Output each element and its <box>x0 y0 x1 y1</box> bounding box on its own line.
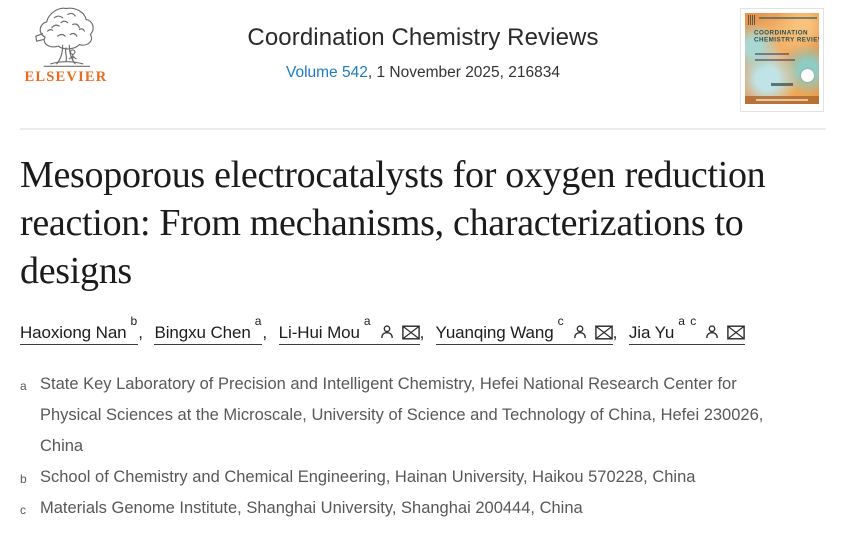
author-separator: , <box>419 322 425 342</box>
volume-line: Volume 542, 1 November 2025, 216834 <box>143 64 703 82</box>
cover-editor-line <box>755 53 789 55</box>
author-name: Jia Yu <box>628 322 675 342</box>
author-name: Haoxiong Nan <box>20 322 127 342</box>
author-jia-yu[interactable]: Jia Yua c <box>628 314 746 345</box>
journal-meta: Coordination Chemistry Reviews Volume 54… <box>143 24 703 82</box>
affiliation-item: c Materials Genome Institute, Shanghai U… <box>20 493 776 524</box>
publisher-name: ELSEVIER <box>24 69 108 85</box>
affiliation-text: State Key Laboratory of Precision and In… <box>40 374 764 455</box>
article-title: Mesoporous electrocatalysts for oxygen r… <box>20 154 766 292</box>
volume-link[interactable]: Volume 542 <box>285 64 368 81</box>
email-icon[interactable] <box>594 325 613 345</box>
cover-journal-title: COORDINATION CHEMISTRY REVIEWS <box>754 29 819 44</box>
author-affiliation-sup: a <box>254 314 263 328</box>
elsevier-logo[interactable]: ELSEVIER <box>20 6 112 86</box>
author-yuanqing-wang[interactable]: Yuanqing Wangc <box>435 314 613 345</box>
person-icon[interactable] <box>379 324 395 345</box>
journal-header: ELSEVIER Coordination Chemistry Reviews … <box>20 0 826 128</box>
affiliation-item: b School of Chemistry and Chemical Engin… <box>20 462 776 493</box>
journal-cover-art: COORDINATION CHEMISTRY REVIEWS <box>745 13 819 104</box>
cover-barcode <box>748 15 756 25</box>
elsevier-tree-icon <box>35 7 94 67</box>
authors-line: Haoxiong Nanb, Bingxu Chena, Li-Hui Moua… <box>20 314 826 345</box>
journal-cover-thumbnail[interactable]: COORDINATION CHEMISTRY REVIEWS <box>740 8 824 112</box>
affiliations-list: a State Key Laboratory of Precision and … <box>20 369 776 524</box>
author-name: Yuanqing Wang <box>435 322 554 342</box>
article-page: ELSEVIER Coordination Chemistry Reviews … <box>0 0 846 524</box>
email-icon[interactable] <box>727 325 746 345</box>
author-affiliation-sup: c <box>557 314 565 328</box>
affiliation-text: Materials Genome Institute, Shanghai Uni… <box>40 498 583 517</box>
cover-editor-line <box>755 59 795 61</box>
affiliation-sup: a <box>20 378 27 393</box>
affiliation-sup: b <box>20 471 27 486</box>
header-divider <box>20 128 826 130</box>
issue-info: , 1 November 2025, 216834 <box>367 64 561 81</box>
author-haoxiong-nan[interactable]: Haoxiong Nanb <box>20 314 139 345</box>
affiliation-item: a State Key Laboratory of Precision and … <box>20 369 776 462</box>
cover-badge <box>801 69 814 82</box>
author-name: Li-Hui Mou <box>278 322 360 342</box>
cover-topline <box>759 17 817 19</box>
author-affiliation-sup: a c <box>678 314 698 328</box>
author-bingxu-chen[interactable]: Bingxu Chena <box>154 314 263 345</box>
affiliation-text: School of Chemistry and Chemical Enginee… <box>40 467 696 486</box>
affiliation-sup: c <box>20 502 26 517</box>
author-li-hui-mou[interactable]: Li-Hui Moua <box>278 314 420 345</box>
cover-sd-mark <box>771 83 793 86</box>
author-affiliation-sup: a <box>363 314 372 328</box>
person-icon[interactable] <box>704 324 720 345</box>
author-affiliation-sup: b <box>130 314 139 328</box>
journal-title-link[interactable]: Coordination Chemistry Reviews <box>247 24 599 51</box>
email-icon[interactable] <box>401 325 420 345</box>
person-icon[interactable] <box>572 324 588 345</box>
author-separator: , <box>138 322 143 342</box>
author-separator: , <box>262 322 268 342</box>
cover-bottom-band <box>745 96 819 104</box>
author-name: Bingxu Chen <box>154 322 251 342</box>
author-separator: , <box>612 322 618 342</box>
